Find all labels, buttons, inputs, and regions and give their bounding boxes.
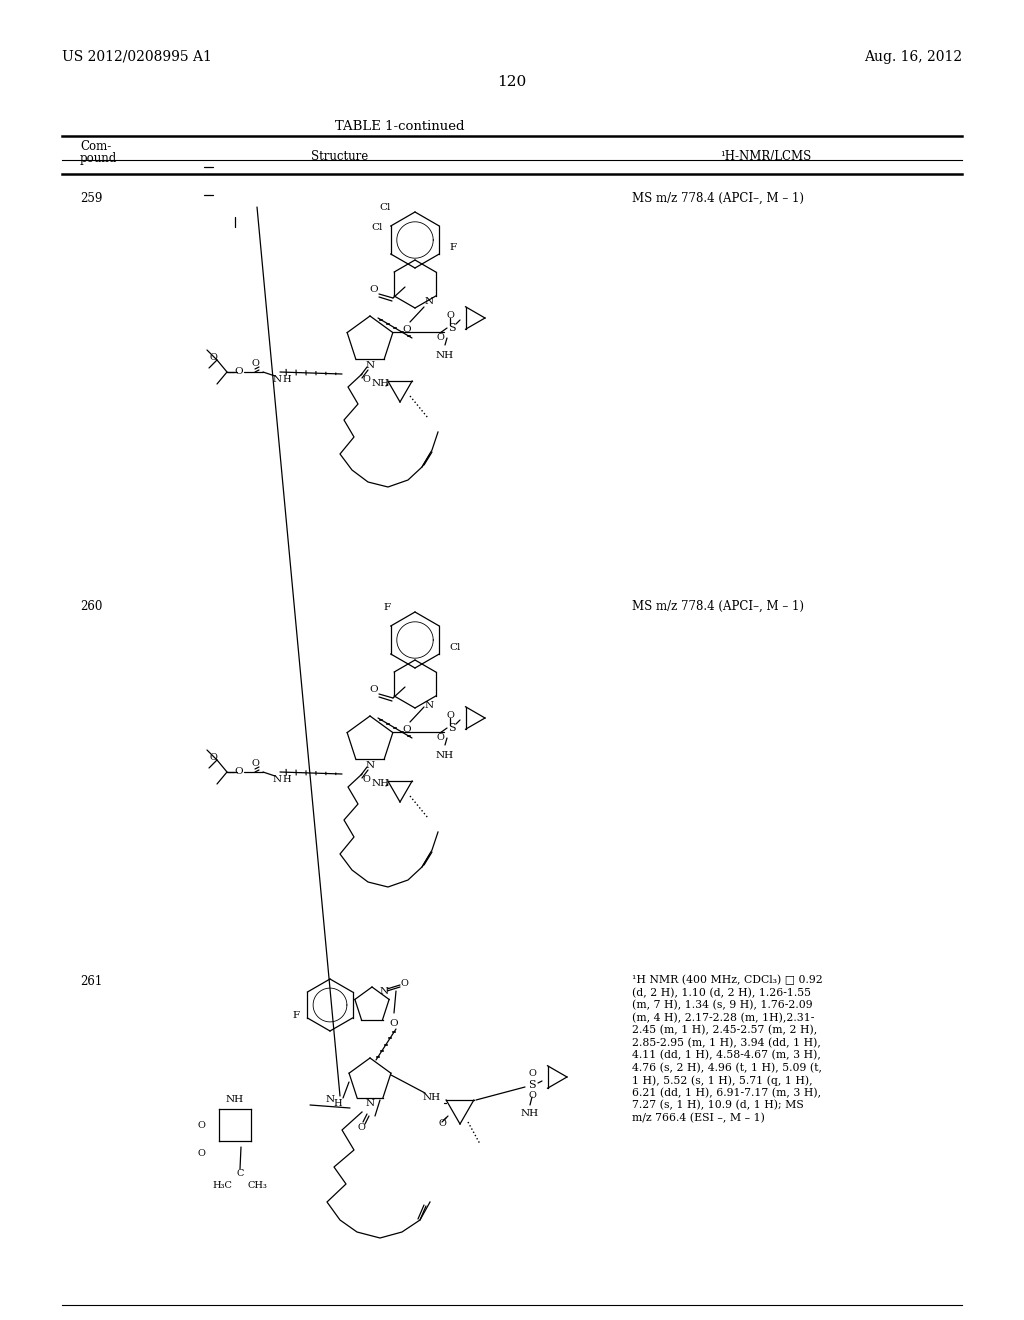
Text: N: N bbox=[366, 1098, 375, 1107]
Text: 259: 259 bbox=[80, 191, 102, 205]
Text: US 2012/0208995 A1: US 2012/0208995 A1 bbox=[62, 50, 212, 63]
Text: N: N bbox=[424, 701, 433, 710]
Text: O: O bbox=[197, 1121, 205, 1130]
Text: Cl: Cl bbox=[380, 203, 391, 213]
Text: NH: NH bbox=[521, 1110, 539, 1118]
Text: O: O bbox=[446, 711, 454, 721]
Text: Cl: Cl bbox=[449, 644, 461, 652]
Text: TABLE 1-continued: TABLE 1-continued bbox=[335, 120, 465, 133]
Text: S: S bbox=[449, 323, 456, 333]
Text: NH: NH bbox=[436, 351, 454, 360]
Text: m/z 766.4 (ESI –, M – 1): m/z 766.4 (ESI –, M – 1) bbox=[632, 1113, 765, 1123]
Text: N: N bbox=[380, 986, 388, 995]
Text: Structure: Structure bbox=[311, 150, 369, 162]
Text: N: N bbox=[366, 760, 375, 770]
Text: N: N bbox=[326, 1096, 335, 1105]
Text: (d, 2 H), 1.10 (d, 2 H), 1.26-1.55: (d, 2 H), 1.10 (d, 2 H), 1.26-1.55 bbox=[632, 987, 811, 998]
Text: ¹H-NMR/LCMS: ¹H-NMR/LCMS bbox=[720, 150, 811, 162]
Text: 120: 120 bbox=[498, 75, 526, 88]
Text: 1 H), 5.52 (s, 1 H), 5.71 (q, 1 H),: 1 H), 5.52 (s, 1 H), 5.71 (q, 1 H), bbox=[632, 1074, 813, 1085]
Text: (m, 4 H), 2.17-2.28 (m, 1H),2.31-: (m, 4 H), 2.17-2.28 (m, 1H),2.31- bbox=[632, 1012, 814, 1023]
Text: 260: 260 bbox=[80, 601, 102, 612]
Text: NH: NH bbox=[226, 1094, 244, 1104]
Text: MS m/z 778.4 (APCI–, M – 1): MS m/z 778.4 (APCI–, M – 1) bbox=[632, 601, 804, 612]
Text: H: H bbox=[334, 1100, 342, 1109]
Text: 261: 261 bbox=[80, 975, 102, 987]
Text: 6.21 (dd, 1 H), 6.91-7.17 (m, 3 H),: 6.21 (dd, 1 H), 6.91-7.17 (m, 3 H), bbox=[632, 1088, 821, 1098]
Text: Cl: Cl bbox=[372, 223, 383, 232]
Text: O: O bbox=[402, 326, 412, 334]
Text: O: O bbox=[362, 776, 370, 784]
Text: F: F bbox=[384, 603, 391, 612]
Text: O: O bbox=[234, 367, 244, 376]
Text: F: F bbox=[449, 243, 456, 252]
Text: ¹H NMR (400 MHz, CDCl₃) □ 0.92: ¹H NMR (400 MHz, CDCl₃) □ 0.92 bbox=[632, 975, 822, 985]
Text: H₃C: H₃C bbox=[212, 1180, 232, 1189]
Text: pound: pound bbox=[80, 152, 118, 165]
Text: H: H bbox=[283, 375, 291, 384]
Text: O: O bbox=[251, 759, 259, 768]
Text: S: S bbox=[449, 723, 456, 733]
Text: Aug. 16, 2012: Aug. 16, 2012 bbox=[864, 50, 962, 63]
Text: O: O bbox=[528, 1090, 536, 1100]
Text: O: O bbox=[370, 685, 378, 693]
Text: H: H bbox=[283, 776, 291, 784]
Text: O: O bbox=[370, 285, 378, 293]
Text: O: O bbox=[402, 726, 412, 734]
Text: O: O bbox=[197, 1148, 205, 1158]
Text: 2.45 (m, 1 H), 2.45-2.57 (m, 2 H),: 2.45 (m, 1 H), 2.45-2.57 (m, 2 H), bbox=[632, 1026, 817, 1035]
Text: NH: NH bbox=[372, 780, 390, 788]
Text: O: O bbox=[400, 978, 408, 987]
Text: O: O bbox=[234, 767, 244, 776]
Text: Com-: Com- bbox=[80, 140, 112, 153]
Text: N: N bbox=[424, 297, 433, 306]
Text: O: O bbox=[528, 1068, 536, 1077]
Text: N: N bbox=[272, 375, 282, 384]
Text: O: O bbox=[446, 312, 454, 321]
Text: O: O bbox=[436, 334, 444, 342]
Text: F: F bbox=[293, 1011, 300, 1019]
Text: O: O bbox=[357, 1123, 365, 1133]
Text: 4.11 (dd, 1 H), 4.58-4.67 (m, 3 H),: 4.11 (dd, 1 H), 4.58-4.67 (m, 3 H), bbox=[632, 1049, 821, 1060]
Text: O: O bbox=[438, 1119, 445, 1129]
Text: O: O bbox=[390, 1019, 398, 1027]
Text: MS m/z 778.4 (APCI–, M – 1): MS m/z 778.4 (APCI–, M – 1) bbox=[632, 191, 804, 205]
Text: N: N bbox=[272, 776, 282, 784]
Text: NH: NH bbox=[372, 380, 390, 388]
Text: O: O bbox=[436, 734, 444, 742]
Text: O: O bbox=[362, 375, 370, 384]
Text: (m, 7 H), 1.34 (s, 9 H), 1.76-2.09: (m, 7 H), 1.34 (s, 9 H), 1.76-2.09 bbox=[632, 1001, 813, 1010]
Text: NH: NH bbox=[436, 751, 454, 760]
Text: S: S bbox=[528, 1080, 536, 1090]
Text: 4.76 (s, 2 H), 4.96 (t, 1 H), 5.09 (t,: 4.76 (s, 2 H), 4.96 (t, 1 H), 5.09 (t, bbox=[632, 1063, 822, 1073]
Text: O: O bbox=[209, 354, 217, 363]
Text: NH: NH bbox=[423, 1093, 441, 1101]
Text: N: N bbox=[366, 360, 375, 370]
Text: 7.27 (s, 1 H), 10.9 (d, 1 H); MS: 7.27 (s, 1 H), 10.9 (d, 1 H); MS bbox=[632, 1100, 804, 1110]
Text: C: C bbox=[237, 1168, 244, 1177]
Text: CH₃: CH₃ bbox=[248, 1180, 268, 1189]
Text: O: O bbox=[251, 359, 259, 368]
Text: 2.85-2.95 (m, 1 H), 3.94 (dd, 1 H),: 2.85-2.95 (m, 1 H), 3.94 (dd, 1 H), bbox=[632, 1038, 821, 1048]
Text: O: O bbox=[209, 754, 217, 763]
